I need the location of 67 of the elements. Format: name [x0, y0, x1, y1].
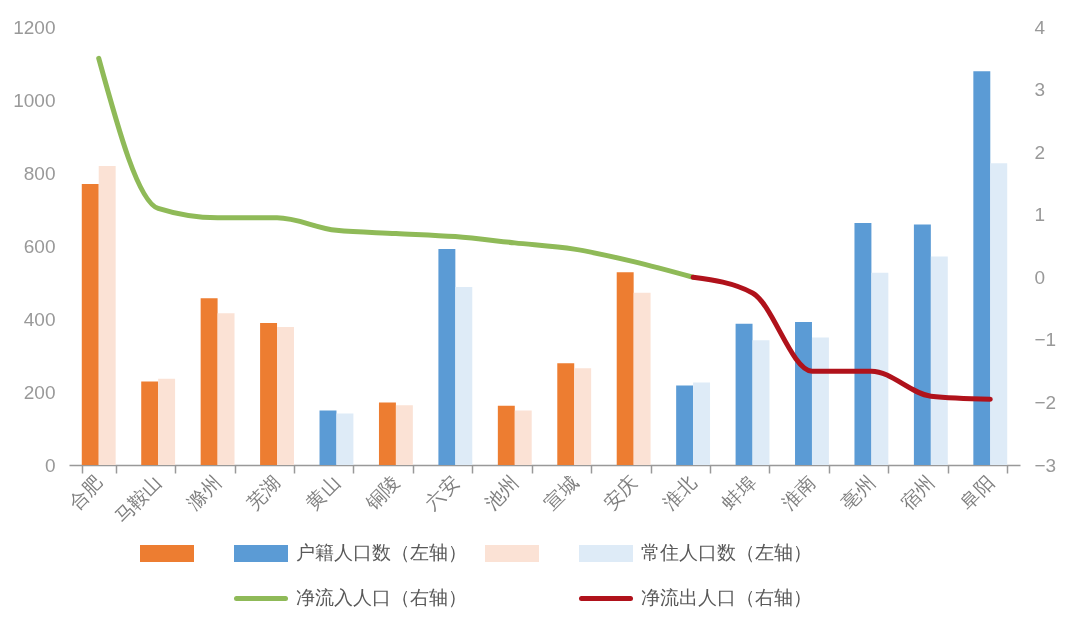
bar [574, 368, 592, 465]
y-tick-label: 1000 [13, 89, 56, 111]
bar [811, 337, 829, 465]
bar [336, 413, 354, 465]
x-tick-label: 合肥 [64, 471, 107, 514]
y-tick-label: 800 [23, 162, 56, 184]
x-tick-label: 蚌埠 [718, 471, 761, 514]
bar [319, 410, 337, 465]
legend-label: 户籍人口数（左轴） [296, 541, 467, 565]
y-tick-label: 1200 [13, 16, 56, 38]
x-tick-label: 安庆 [599, 471, 642, 514]
y-tick-label: 0 [44, 454, 56, 476]
bar [854, 223, 872, 465]
x-tick-label: 芜湖 [242, 471, 285, 514]
bar [616, 272, 634, 465]
y-tick-label: 200 [23, 381, 56, 403]
bar [455, 286, 473, 465]
bar [633, 292, 651, 465]
y-tick-label: 600 [23, 235, 56, 257]
bar [752, 340, 770, 465]
bar [98, 166, 116, 465]
x-tick-label: 滁州 [183, 471, 226, 514]
x-tick-label: 池州 [480, 471, 523, 514]
x-tick-label: 宿州 [896, 471, 939, 514]
bar [277, 327, 294, 465]
x-tick-label: 黄山 [302, 471, 345, 514]
bar [158, 378, 176, 465]
y-tick-label: 400 [23, 308, 56, 330]
bar [676, 385, 694, 465]
bar [514, 410, 532, 465]
legend-label: 常住人口数（左轴） [641, 541, 812, 565]
legend-label: 净流入人口（右轴） [296, 586, 467, 610]
bar [973, 71, 991, 465]
x-tick-label: 亳州 [837, 471, 879, 514]
bar [557, 363, 575, 465]
y2-tick-label: 1 [1034, 204, 1046, 226]
x-tick-label: 六安 [421, 471, 463, 514]
bar [693, 382, 711, 465]
y2-tick-label: −1 [1034, 329, 1057, 351]
y2-tick-label: 2 [1034, 141, 1046, 163]
bar [141, 381, 159, 465]
y2-tick-label: 0 [1034, 266, 1046, 288]
bar [438, 248, 456, 465]
bar [378, 402, 396, 465]
bar [497, 405, 515, 465]
x-tick-label: 铜陵 [361, 471, 404, 515]
bar [735, 323, 753, 465]
bar [990, 163, 1008, 465]
x-tick-label: 马鞍山 [110, 471, 166, 527]
legend-label: 净流出人口（右轴） [641, 586, 812, 610]
bar [81, 183, 99, 465]
bar [871, 272, 889, 465]
x-tick-label: 淮北 [658, 471, 701, 514]
y2-tick-label: 3 [1034, 79, 1046, 101]
y2-tick-label: −2 [1034, 391, 1057, 413]
bar [217, 313, 235, 465]
bar [913, 224, 931, 465]
bar [395, 405, 413, 465]
y2-tick-label: −3 [1034, 454, 1057, 476]
bar [260, 323, 278, 465]
x-tick-label: 淮南 [777, 471, 820, 514]
bar [795, 321, 812, 465]
x-tick-label: 宣城 [540, 471, 582, 514]
y2-tick-label: 4 [1034, 16, 1046, 38]
x-tick-label: 阜阳 [956, 471, 998, 514]
bar [930, 256, 948, 465]
bar [200, 298, 218, 465]
